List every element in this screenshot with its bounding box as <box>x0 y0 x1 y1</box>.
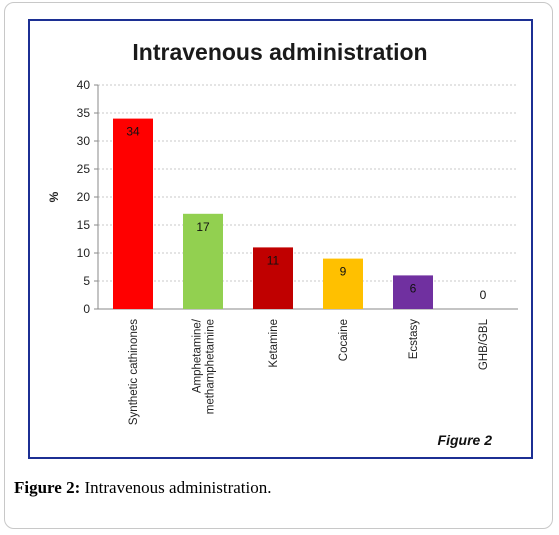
y-tick-label: 25 <box>77 162 91 176</box>
figure-label: Figure 2 <box>438 432 493 448</box>
category-label: Amphetamine/methamphetamine <box>192 318 217 414</box>
y-axis-ticks: 0 5 10 15 20 25 30 35 40 <box>77 78 91 316</box>
category-label-line: methamphetamine <box>205 319 217 414</box>
category-label-line: Synthetic cathinones <box>128 319 140 425</box>
data-label: 17 <box>196 220 210 234</box>
y-tick-label: 40 <box>77 78 91 92</box>
data-label: 9 <box>340 265 347 279</box>
chart-frame: Intravenous administration % 0 5 10 15 20 25 3… <box>28 19 533 459</box>
y-tick-label: 20 <box>77 190 91 204</box>
y-tick-label: 0 <box>83 302 90 316</box>
bar <box>393 275 433 309</box>
category-label: Cocaine <box>338 319 350 361</box>
chart-title: Intravenous administration <box>132 39 427 65</box>
category-label-line: Amphetamine/ <box>192 318 204 393</box>
y-tick-label: 5 <box>83 274 90 288</box>
category-label: Ecstasy <box>408 319 420 360</box>
bars: 34 17 11 9 6 0 <box>113 118 487 309</box>
category-label-line: Ketamine <box>268 319 280 368</box>
bar-chart: Intravenous administration % 0 5 10 15 20 25 3… <box>47 39 518 448</box>
bar <box>323 258 363 309</box>
caption-text: Intravenous administration. <box>80 478 272 497</box>
y-axis-label: % <box>47 191 61 202</box>
category-label-line: Ecstasy <box>408 319 420 360</box>
gridlines <box>94 84 518 310</box>
x-axis-categories: Synthetic cathinones Amphetamine/methamph… <box>128 318 490 425</box>
category-label: Ketamine <box>268 319 280 368</box>
caption-label: Figure 2: <box>14 478 81 497</box>
y-tick-label: 15 <box>77 218 91 232</box>
category-label: Synthetic cathinones <box>128 319 140 425</box>
data-label: 34 <box>126 125 140 139</box>
bar <box>183 213 223 309</box>
y-tick-label: 30 <box>77 134 91 148</box>
data-label: 0 <box>480 288 487 302</box>
bar <box>253 247 293 309</box>
y-tick-label: 35 <box>77 106 91 120</box>
bar <box>113 118 153 309</box>
category-label: GHB/GBL <box>478 318 490 370</box>
category-label-line: GHB/GBL <box>478 318 490 370</box>
category-label-line: Cocaine <box>338 319 350 361</box>
figure-caption: Figure 2: Intravenous administration. <box>14 478 271 498</box>
data-label: 6 <box>410 281 417 295</box>
data-label: 11 <box>267 253 280 267</box>
y-tick-label: 10 <box>77 246 91 260</box>
